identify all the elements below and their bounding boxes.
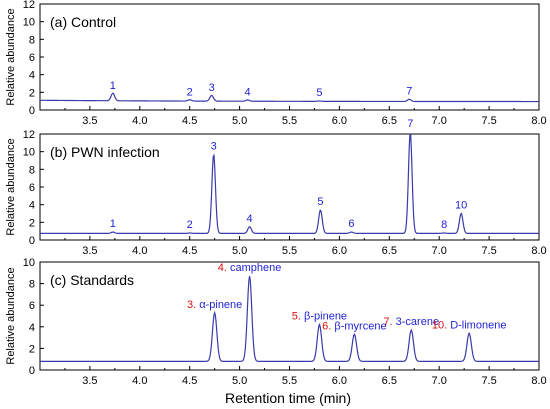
x-tick-label: 8.0 <box>531 375 546 387</box>
x-tick-label: 5.5 <box>282 375 297 387</box>
y-tick-label: 8 <box>29 279 35 291</box>
peak-label: 2 <box>187 219 193 231</box>
peak-label: 6. β-myrcene <box>322 320 386 332</box>
peak-compound-name: β-myrcene <box>334 320 386 332</box>
panel-title: (a) Control <box>50 14 116 30</box>
panel-title: (c) Standards <box>50 272 134 288</box>
peak-label: 7. 3-carene <box>383 316 439 328</box>
peak-label: 1 <box>110 80 116 92</box>
y-tick-label: 10 <box>23 17 35 29</box>
x-tick-label: 3.5 <box>82 115 97 127</box>
peak-label: 10. D-limonene <box>432 319 507 331</box>
peak-number: 4. <box>218 262 230 274</box>
y-tick-label: 2 <box>29 217 35 229</box>
peak-label: 3 <box>211 140 217 152</box>
chromatogram-trace <box>39 92 539 103</box>
peak-compound-name: α-pinene <box>199 299 242 311</box>
chart-panel-3: 0 2 4 6 8 10 3.5 4.0 4.5 5.0 5.5 6.0 6.5 7.0 7.5 8.0 Rel… <box>5 257 547 387</box>
peak-number: 7. <box>383 316 395 328</box>
peak-label: 8 <box>441 219 447 231</box>
y-tick-label: 6 <box>29 52 35 64</box>
y-tick-label: 2 <box>29 343 35 355</box>
peak-label: 1 <box>110 218 116 230</box>
x-tick-label: 7.5 <box>481 245 496 257</box>
peak-label: 4 <box>247 213 253 225</box>
x-tick-label: 6.0 <box>332 375 347 387</box>
y-tick-label: 8 <box>29 164 35 176</box>
peak-number: 5. <box>292 311 304 323</box>
y-tick-label: 2 <box>29 87 35 99</box>
x-tick-label: 6.0 <box>332 115 347 127</box>
peak-compound-name: D-limonene <box>450 319 506 331</box>
y-tick-label: 4 <box>29 322 35 334</box>
x-tick-label: 8.0 <box>531 115 546 127</box>
x-tick-label: 6.5 <box>382 245 397 257</box>
peak-compound-name: 3-carene <box>396 316 439 328</box>
peak-number: 10. <box>432 319 450 331</box>
x-tick-label: 4.0 <box>132 375 147 387</box>
y-tick-label: 4 <box>29 70 35 82</box>
peak-label: 2 <box>187 86 193 98</box>
chromatogram-trace <box>40 275 539 362</box>
y-tick-label: 10 <box>23 257 35 269</box>
peak-compound-name: camphene <box>230 262 281 274</box>
peak-number: 6. <box>322 320 334 332</box>
y-tick-label: 4 <box>29 200 35 212</box>
peak-label: 7 <box>407 118 413 130</box>
peak-label: 5. β-pinene <box>292 311 347 323</box>
panel-title: (b) PWN infection <box>50 144 160 160</box>
y-axis-title: Relative abundance <box>5 138 17 235</box>
x-tick-label: 4.5 <box>182 245 197 257</box>
x-tick-label: 6.0 <box>332 245 347 257</box>
peak-label: 5 <box>316 87 322 99</box>
peak-label: 6 <box>348 218 354 230</box>
x-tick-label: 3.5 <box>82 375 97 387</box>
x-tick-label: 7.0 <box>432 245 447 257</box>
x-tick-label: 4.0 <box>132 245 147 257</box>
chromatogram-trace <box>40 133 539 234</box>
y-axis-title: Relative abundance <box>5 8 17 105</box>
y-tick-label: 12 <box>23 129 35 141</box>
x-tick-label: 4.5 <box>182 115 197 127</box>
peak-compound-name: β-pinene <box>304 311 347 323</box>
x-tick-label: 5.5 <box>282 115 297 127</box>
x-tick-label: 7.5 <box>481 375 496 387</box>
x-tick-label: 5.0 <box>232 115 247 127</box>
x-tick-label: 3.5 <box>82 245 97 257</box>
x-axis-title: Retention time (min) <box>225 390 351 406</box>
x-tick-label: 4.0 <box>132 115 147 127</box>
peak-number: 3. <box>187 299 199 311</box>
peak-label: 5 <box>317 196 323 208</box>
peak-label: 3 <box>209 82 215 94</box>
x-tick-label: 8.0 <box>531 245 546 257</box>
y-tick-label: 0 <box>29 105 35 117</box>
x-tick-label: 5.0 <box>232 375 247 387</box>
x-tick-label: 5.0 <box>232 245 247 257</box>
y-tick-label: 6 <box>29 182 35 194</box>
x-tick-label: 7.5 <box>481 115 496 127</box>
x-tick-label: 4.5 <box>182 375 197 387</box>
peak-label: 10 <box>455 200 467 212</box>
x-tick-label: 7.0 <box>432 375 447 387</box>
x-tick-label: 6.5 <box>382 375 397 387</box>
y-tick-label: 0 <box>29 235 35 247</box>
y-tick-label: 6 <box>29 300 35 312</box>
y-tick-label: 12 <box>23 0 35 11</box>
peak-label: 3. α-pinene <box>187 299 242 311</box>
y-axis-title: Relative abundance <box>5 267 17 364</box>
peak-label: 7 <box>406 85 412 97</box>
y-tick-label: 0 <box>29 365 35 377</box>
x-tick-label: 7.0 <box>432 115 447 127</box>
peak-label: 4 <box>245 86 251 98</box>
x-tick-label: 5.5 <box>282 245 297 257</box>
y-tick-label: 10 <box>23 147 35 159</box>
peak-label: 4. camphene <box>218 262 282 274</box>
x-tick-label: 6.5 <box>382 115 397 127</box>
y-tick-label: 8 <box>29 34 35 46</box>
